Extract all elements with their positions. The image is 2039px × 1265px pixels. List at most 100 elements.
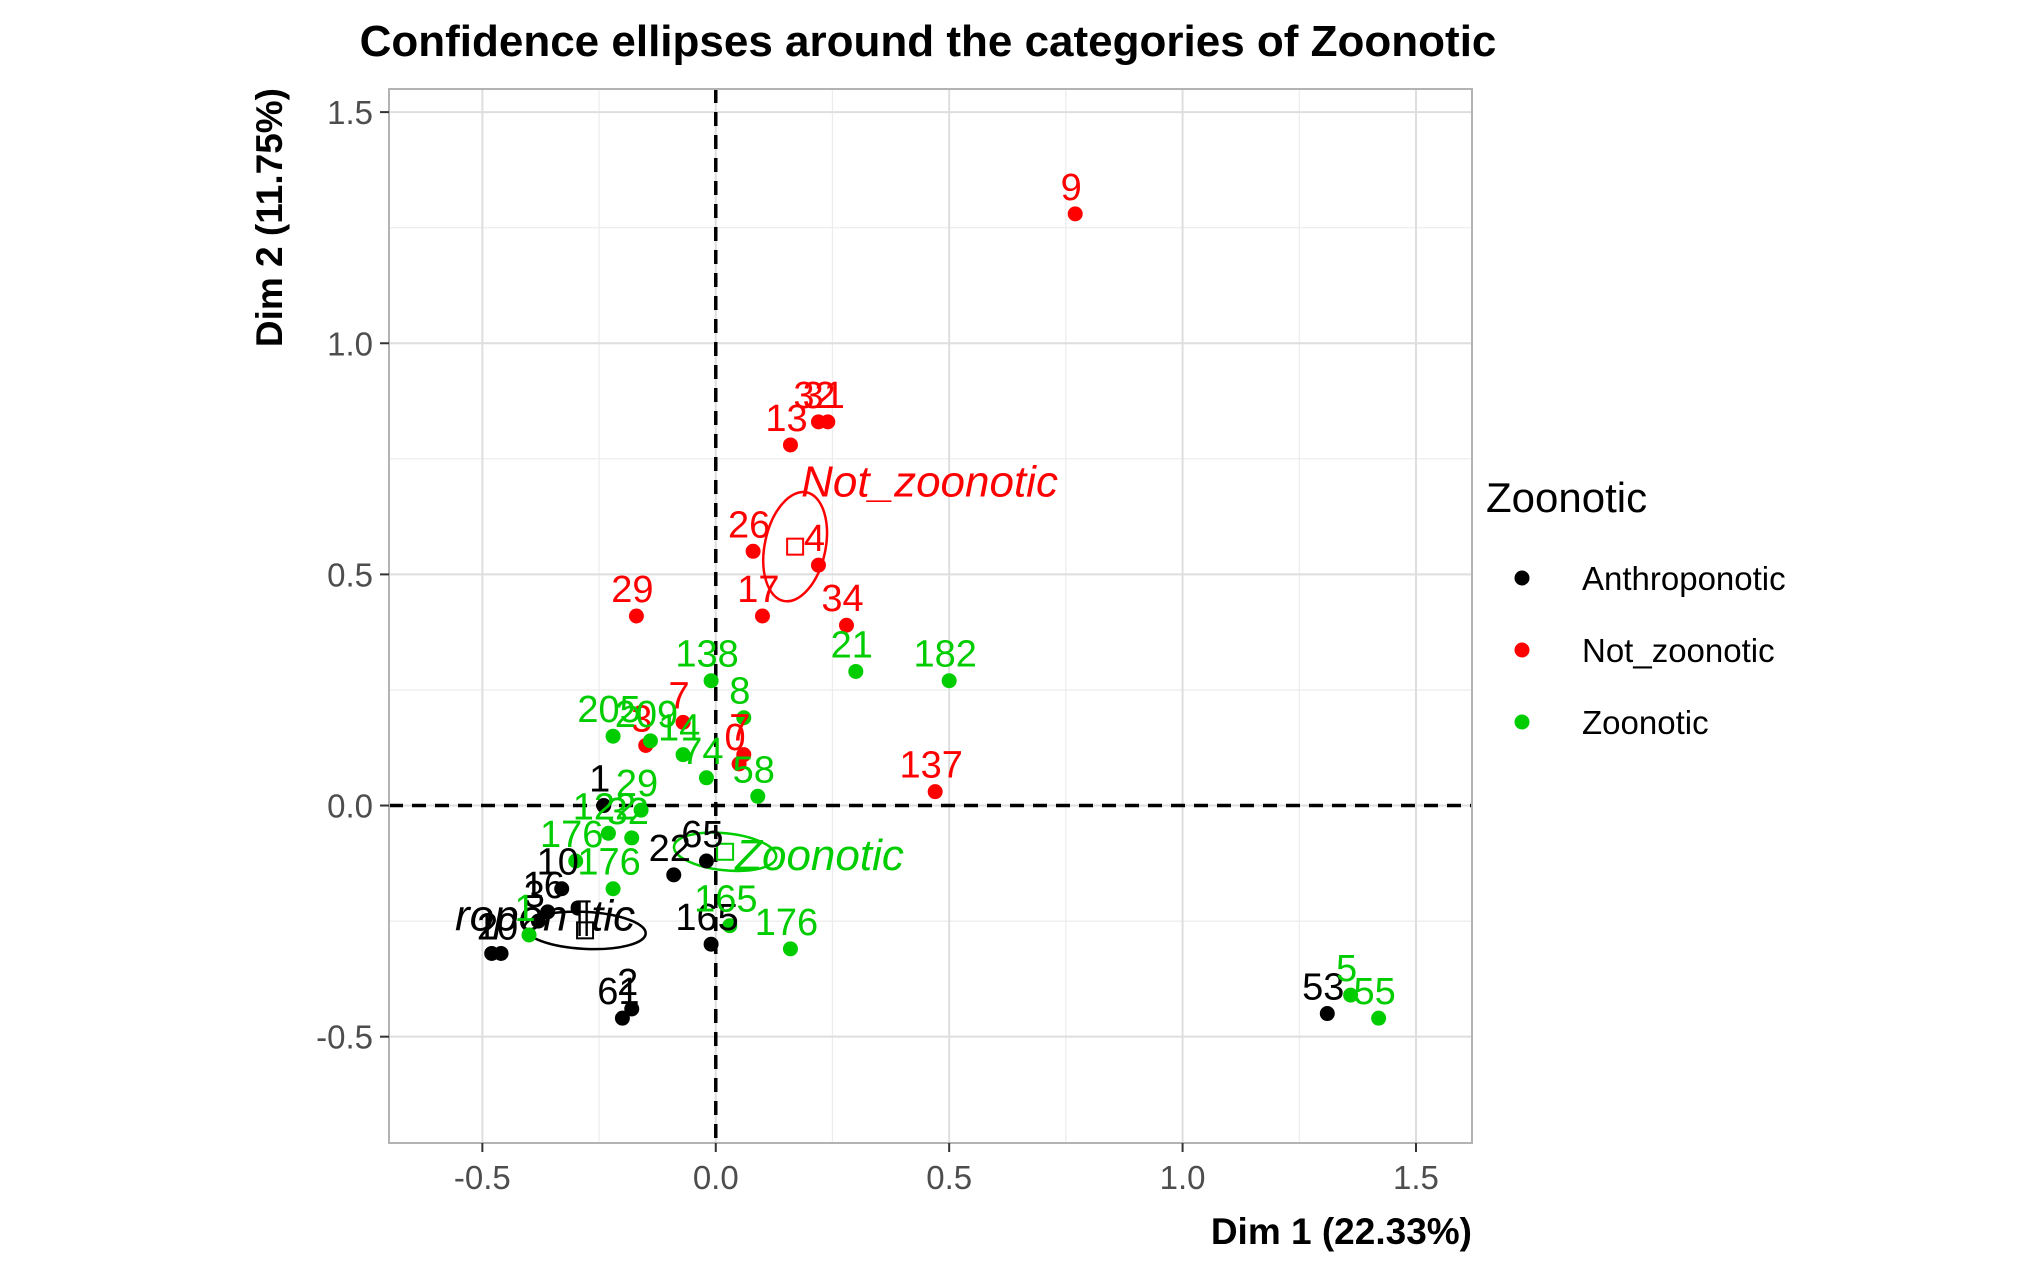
point-label: 32	[793, 375, 835, 417]
x-tick-label: 0.5	[926, 1159, 972, 1196]
y-tick-label: 1.0	[327, 325, 373, 362]
point-label: 9	[1061, 167, 1082, 209]
data-point	[745, 543, 761, 559]
data-point	[703, 673, 719, 689]
point-label: 29	[611, 569, 653, 611]
point-label: 14	[658, 708, 700, 750]
reference-lines	[389, 89, 1472, 1143]
point-label: 3	[524, 874, 545, 916]
point-label: 31	[803, 375, 845, 417]
category-center-marker	[576, 921, 595, 940]
point-label: 61	[597, 971, 639, 1013]
point-label: 1	[514, 888, 535, 930]
point-label: 5	[1336, 948, 1357, 990]
point-label: 17	[737, 569, 779, 611]
point-label: 65	[681, 814, 723, 856]
category-label: Not_zoonotic	[801, 458, 1058, 507]
data-point	[703, 936, 719, 952]
confidence-ellipse-anthroponotic	[523, 910, 647, 951]
data-point	[624, 1001, 640, 1017]
point-label: 176	[577, 842, 640, 884]
point-label: 53	[1302, 967, 1344, 1009]
y-axis-title: Dim 2 (11.75%)	[249, 88, 290, 347]
data-point	[731, 756, 747, 772]
point-label: 0	[725, 717, 746, 759]
data-point	[820, 414, 836, 430]
point-label: 21	[831, 624, 873, 666]
point-label: 182	[913, 634, 976, 676]
data-point	[633, 802, 649, 818]
point-label: 55	[1353, 971, 1395, 1013]
data-point	[848, 663, 864, 679]
data-point	[1067, 206, 1083, 222]
point-label: 2	[617, 962, 638, 1004]
x-tick-label: 0.0	[693, 1159, 739, 1196]
data-point	[675, 747, 691, 763]
point-label: 7	[669, 675, 690, 717]
data-point	[838, 617, 854, 633]
legend-key	[1514, 570, 1530, 586]
data-point	[521, 927, 537, 943]
category-center-marker	[786, 537, 805, 556]
point-label: 8	[729, 671, 750, 713]
category-center-marker	[716, 842, 735, 861]
data-point	[628, 608, 644, 624]
point-label: 10	[537, 842, 579, 884]
y-tick-label: 0.0	[327, 788, 373, 825]
data-point	[484, 945, 500, 961]
confidence-ellipse-not_zoonotic	[762, 490, 829, 603]
data-point	[540, 904, 556, 920]
point-label: 10	[476, 906, 518, 948]
data-point	[754, 608, 770, 624]
point-label: 16	[523, 865, 565, 907]
data-point	[927, 784, 943, 800]
data-point	[1343, 987, 1359, 1003]
data-point	[614, 1010, 630, 1026]
point-label: 4	[804, 518, 825, 560]
legend-label: Not_zoonotic	[1582, 632, 1775, 669]
point-label: 2	[477, 906, 498, 948]
point-label: 58	[733, 749, 775, 791]
point-label: 7	[729, 708, 750, 750]
point-label: 32	[607, 791, 649, 833]
point-label: 165	[694, 879, 757, 921]
data-point	[750, 788, 766, 804]
data-point	[1319, 1006, 1335, 1022]
point-label: 34	[821, 578, 863, 620]
point-label: 3	[631, 698, 652, 740]
data-point	[810, 557, 826, 573]
point-label: 13	[765, 398, 807, 440]
y-tick-label: 1.5	[327, 94, 373, 131]
point-label: 209	[615, 694, 678, 736]
data-point	[554, 881, 570, 897]
axis-ticks: -0.5 0.0 0.5 1.0 1.5 -0.5 0.0 0.5 1.0 1.5	[316, 94, 1439, 1196]
data-point	[782, 437, 798, 453]
y-tick-label: 0.5	[327, 556, 373, 593]
x-tick-label: 1.5	[1393, 1159, 1439, 1196]
y-tick-label: -0.5	[316, 1019, 373, 1056]
data-point	[736, 710, 752, 726]
data-point	[698, 770, 714, 786]
data-point	[698, 853, 714, 869]
legend-key	[1514, 642, 1530, 658]
confidence-ellipses: Not_zoonoticZoonoticropon¶tic	[455, 458, 1058, 951]
x-tick-label: 1.0	[1160, 1159, 1206, 1196]
data-points	[484, 206, 1387, 1026]
x-axis-title: Dim 1 (22.33%)	[1211, 1211, 1472, 1252]
data-point	[600, 825, 616, 841]
category-label: Zoonotic	[734, 831, 904, 880]
point-label: 137	[899, 745, 962, 787]
legend-label: Anthroponotic	[1582, 560, 1786, 597]
point-label: 26	[728, 504, 770, 546]
data-point	[596, 798, 612, 814]
legend-title: Zoonotic	[1486, 474, 1647, 521]
point-label: 22	[649, 828, 691, 870]
data-point	[675, 714, 691, 730]
legend-label: Zoonotic	[1582, 704, 1709, 741]
data-point	[624, 830, 640, 846]
data-point	[941, 673, 957, 689]
data-point	[1371, 1010, 1387, 1026]
point-label: 205	[577, 689, 640, 731]
